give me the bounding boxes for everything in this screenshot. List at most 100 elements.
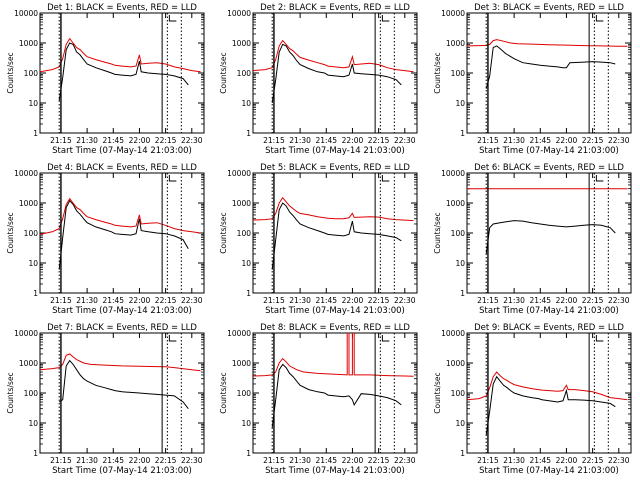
- x-tick-label: 21:15: [50, 456, 72, 465]
- y-tick-label: 100: [451, 389, 466, 398]
- series-line: [40, 353, 201, 372]
- y-tick-label: 100: [451, 69, 466, 78]
- chart-panel-9: 1 10 100 1000 10000 21:15 21:30 21:45 22:00 22:15…: [433, 323, 632, 476]
- plot-frame: [39, 172, 205, 294]
- series-line: [253, 39, 414, 73]
- y-tick-label: 10000: [227, 169, 251, 178]
- y-tick-label: 1000: [19, 199, 38, 208]
- y-tick-label: 100: [24, 69, 39, 78]
- bracket-marker: [381, 15, 390, 22]
- x-tick-label: 21:15: [477, 136, 499, 145]
- plot-title: Det 6: BLACK = Events, RED = LLD: [474, 163, 624, 173]
- x-tick-label: 22:15: [368, 136, 390, 145]
- y-axis-label: Counts/sec: [219, 52, 228, 93]
- x-tick-label: 22:15: [155, 296, 177, 305]
- y-tick-label: 10000: [441, 329, 465, 338]
- x-tick-label: 21:15: [263, 136, 285, 145]
- x-axis-label: Start Time (07-May-14 21:03:00): [479, 466, 619, 476]
- x-tick-label: 21:45: [529, 136, 551, 145]
- y-tick-label: 1000: [446, 39, 465, 48]
- y-tick-label: 1000: [19, 359, 38, 368]
- plot-title: Det 8: BLACK = Events, RED = LLD: [260, 323, 410, 333]
- x-tick-label: 22:00: [556, 136, 578, 145]
- bracket-marker: [381, 175, 390, 182]
- x-tick-label: 22:30: [394, 296, 416, 305]
- x-tick-label: 22:30: [181, 456, 203, 465]
- x-tick-label: 22:00: [556, 456, 578, 465]
- y-tick-label: 10000: [14, 169, 38, 178]
- x-tick-label: 21:45: [102, 136, 124, 145]
- y-tick-label: 10: [455, 259, 465, 268]
- chart-panel-8: 1 10 100 1000 10000 21:15 21:30 21:45 22:00 22:15…: [219, 323, 418, 476]
- x-tick-label: 22:30: [394, 456, 416, 465]
- y-tick-label: 1: [33, 289, 38, 298]
- series-line: [485, 375, 616, 435]
- y-tick-label: 1000: [19, 39, 38, 48]
- plot-frame: [39, 332, 205, 454]
- y-tick-label: 1: [460, 449, 465, 458]
- x-tick-label: 22:15: [368, 456, 390, 465]
- x-tick-label: 21:45: [529, 456, 551, 465]
- x-tick-label: 21:30: [289, 136, 311, 145]
- series-line: [40, 37, 201, 73]
- y-tick-label: 10: [241, 99, 251, 108]
- y-tick-label: 10: [455, 99, 465, 108]
- series-line: [40, 197, 201, 235]
- plot-title: Det 3: BLACK = Events, RED = LLD: [474, 3, 624, 13]
- series-line: [485, 220, 616, 255]
- y-tick-label: 1: [33, 449, 38, 458]
- y-tick-label: 100: [24, 229, 39, 238]
- y-axis-label: Counts/sec: [6, 212, 15, 253]
- y-tick-label: 100: [24, 389, 39, 398]
- y-axis-label: Counts/sec: [219, 212, 228, 253]
- plot-frame: [39, 12, 205, 134]
- y-tick-label: 10000: [227, 9, 251, 18]
- x-tick-label: 21:15: [50, 296, 72, 305]
- y-tick-label: 1000: [232, 359, 251, 368]
- y-axis-label: Counts/sec: [433, 372, 442, 413]
- series-line: [271, 43, 402, 104]
- series-line: [58, 199, 189, 270]
- bracket-marker: [595, 335, 604, 342]
- y-tick-label: 100: [451, 229, 466, 238]
- x-tick-label: 21:30: [76, 456, 98, 465]
- y-tick-label: 10000: [14, 329, 38, 338]
- y-tick-label: 10000: [14, 9, 38, 18]
- y-axis-label: Counts/sec: [433, 52, 442, 93]
- x-tick-label: 21:15: [477, 296, 499, 305]
- chart-panel-3: 1 10 100 1000 10000 21:15 21:30 21:45 22:00 22:15…: [433, 3, 632, 156]
- x-tick-label: 21:45: [315, 456, 337, 465]
- x-tick-label: 21:45: [315, 296, 337, 305]
- plot-frame: [252, 332, 418, 454]
- y-tick-label: 10: [241, 259, 251, 268]
- x-tick-label: 22:30: [181, 136, 203, 145]
- y-tick-label: 100: [237, 69, 252, 78]
- bracket-marker: [595, 15, 604, 22]
- x-axis-label: Start Time (07-May-14 21:03:00): [479, 146, 619, 156]
- plot-frame: [252, 172, 418, 294]
- y-tick-label: 1: [33, 129, 38, 138]
- x-tick-label: 22:00: [556, 296, 578, 305]
- chart-panel-7: 1 10 100 1000 10000 21:15 21:30 21:45 22:00 22:15…: [6, 323, 205, 476]
- y-axis-label: Counts/sec: [219, 372, 228, 413]
- x-tick-label: 21:15: [263, 296, 285, 305]
- x-tick-label: 22:00: [129, 136, 151, 145]
- x-tick-label: 22:15: [582, 296, 604, 305]
- y-tick-label: 10000: [441, 9, 465, 18]
- x-tick-label: 22:30: [181, 296, 203, 305]
- y-tick-label: 10: [28, 419, 38, 428]
- y-tick-label: 1000: [446, 199, 465, 208]
- y-tick-label: 1: [246, 129, 251, 138]
- y-tick-label: 1000: [446, 359, 465, 368]
- x-tick-label: 22:00: [129, 456, 151, 465]
- x-tick-label: 22:00: [342, 296, 364, 305]
- x-axis-label: Start Time (07-May-14 21:03:00): [265, 306, 405, 316]
- x-tick-label: 21:30: [76, 136, 98, 145]
- y-tick-label: 100: [237, 229, 252, 238]
- x-tick-label: 22:30: [608, 456, 630, 465]
- x-tick-label: 21:15: [477, 456, 499, 465]
- y-tick-label: 10: [455, 419, 465, 428]
- y-tick-label: 1: [246, 289, 251, 298]
- x-tick-label: 21:15: [263, 456, 285, 465]
